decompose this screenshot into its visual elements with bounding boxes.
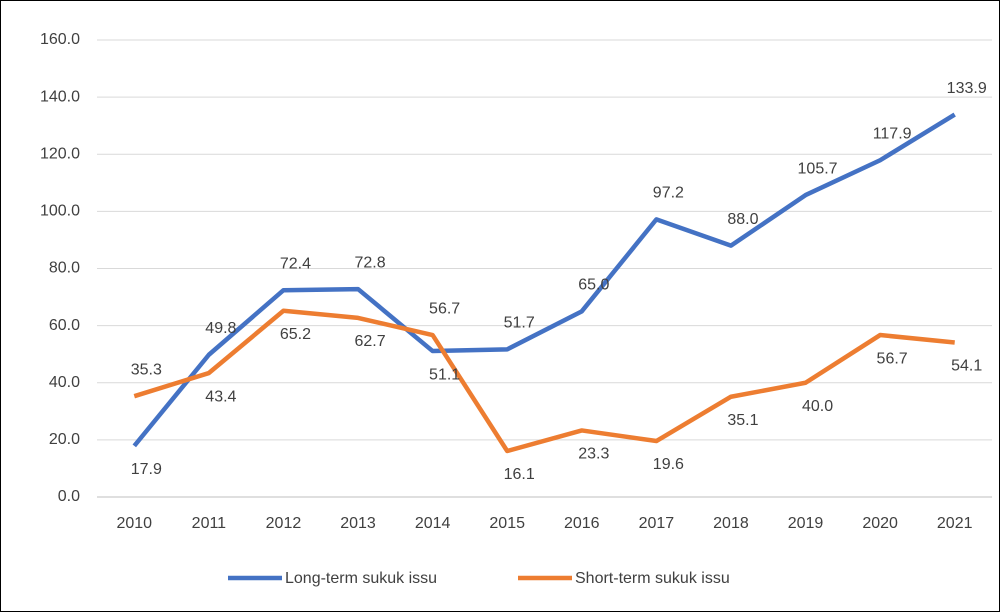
y-tick-label: 20.0 [49,431,80,448]
data-label: 19.6 [653,456,684,473]
data-label: 51.1 [429,366,460,383]
data-label: 54.1 [951,358,982,375]
data-label: 72.8 [354,254,385,271]
y-tick-label: 80.0 [49,260,80,277]
data-label: 117.9 [873,125,912,142]
data-label: 17.9 [131,461,162,478]
y-tick-label: 140.0 [40,88,80,105]
x-tick-label: 2010 [116,515,152,532]
data-label: 56.7 [429,300,460,317]
y-tick-label: 0.0 [58,488,80,505]
data-label: 49.8 [205,320,236,337]
data-label: 97.2 [653,185,684,202]
data-label: 105.7 [798,160,838,177]
y-tick-label: 160.0 [40,31,80,48]
data-label: 23.3 [578,446,609,463]
x-tick-label: 2018 [713,515,749,532]
data-label: 65.2 [280,326,311,343]
line-series [132,112,956,448]
data-label: 35.3 [131,361,162,378]
x-tick-label: 2016 [564,515,600,532]
x-tick-label: 2013 [340,515,376,532]
data-label: 65.0 [578,277,609,294]
y-tick-label: 100.0 [40,203,80,220]
data-label: 35.1 [727,412,758,429]
legend-label: Short-term sukuk issu [575,570,730,587]
x-tick-label: 2012 [266,515,302,532]
x-tick-label: 2021 [937,515,973,532]
x-tick-label: 2019 [788,515,824,532]
line-series [133,308,955,454]
y-tick-label: 40.0 [49,374,80,391]
y-tick-label: 60.0 [49,317,80,334]
data-label: 51.7 [504,315,535,332]
data-label: 62.7 [354,333,385,350]
legend-label: Long-term sukuk issu [285,570,437,587]
x-tick-label: 2011 [192,515,227,532]
x-tick-label: 2020 [862,515,898,532]
data-label: 133.9 [947,80,987,97]
data-label: 88.0 [727,211,758,228]
data-label: 43.4 [205,388,236,405]
data-label: 56.7 [877,350,908,367]
x-tick-label: 2014 [415,515,451,532]
y-tick-label: 120.0 [40,145,80,162]
x-tick-label: 2017 [639,515,675,532]
data-label: 72.4 [280,255,311,272]
data-label: 16.1 [504,466,535,483]
data-label: 40.0 [802,398,833,415]
x-tick-label: 2015 [489,515,525,532]
